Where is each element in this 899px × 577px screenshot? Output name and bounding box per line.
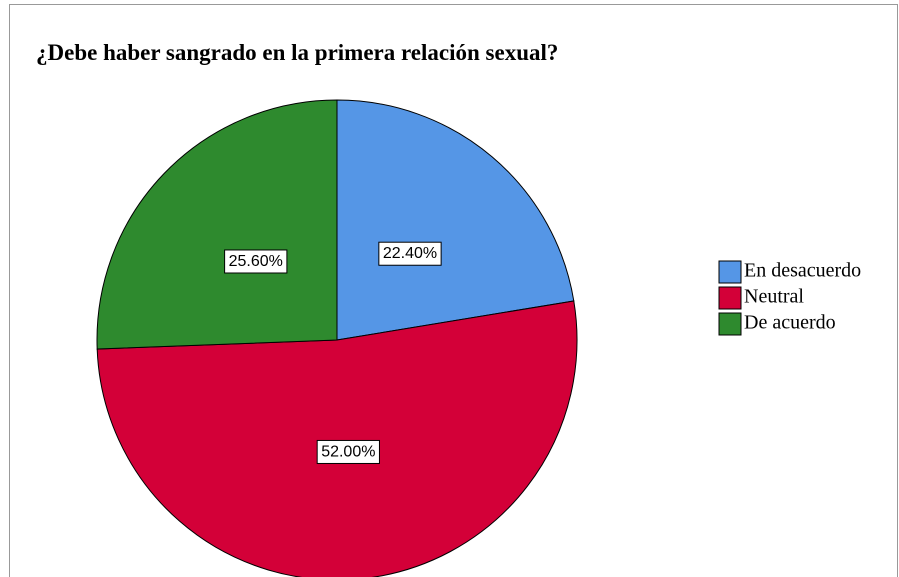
pie-slice <box>96 300 578 577</box>
value-label: 22.40% <box>383 245 437 262</box>
legend-label: Neutral <box>744 286 804 308</box>
chart-title: ¿Debe haber sangrado en la primera relac… <box>36 40 558 65</box>
legend-swatch <box>718 260 742 284</box>
value-label: 52.00% <box>321 443 375 460</box>
legend-label: En desacuerdo <box>744 260 861 282</box>
legend-label: De acuerdo <box>744 312 836 334</box>
value-label-box <box>224 249 288 274</box>
value-label: 25.60% <box>229 253 283 270</box>
value-label-box <box>316 439 380 464</box>
pie-slice <box>336 99 575 341</box>
legend-swatch <box>718 312 742 336</box>
legend-swatch <box>718 286 742 310</box>
value-label-box <box>378 241 442 266</box>
pie-slice <box>96 99 338 350</box>
